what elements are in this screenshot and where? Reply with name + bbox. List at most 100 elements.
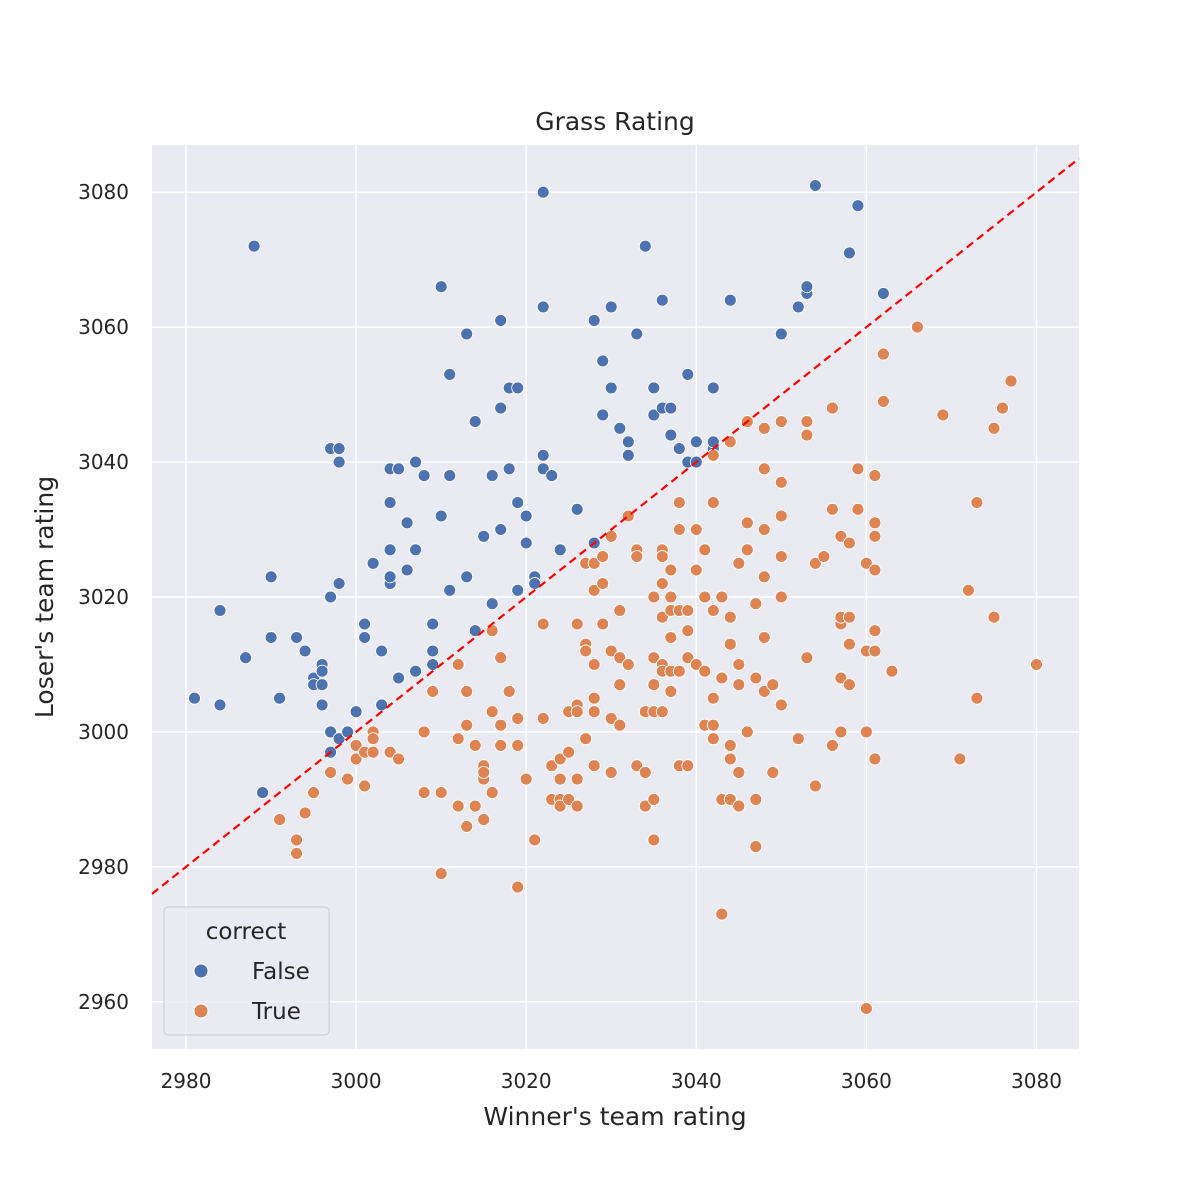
reference-line-y-equals-x [151, 157, 1080, 895]
point-true [324, 765, 338, 779]
point-false [791, 300, 805, 314]
point-false [290, 631, 304, 644]
reference-line [151, 157, 1080, 895]
point-true [885, 664, 899, 678]
point-true [996, 401, 1009, 415]
point-true [808, 779, 822, 793]
point-false [349, 705, 363, 719]
point-true [800, 428, 814, 442]
point-true [460, 718, 474, 732]
point-false [358, 617, 372, 631]
y-tick-label: 3080 [78, 180, 129, 204]
point-true [494, 738, 508, 752]
point-true [868, 529, 882, 543]
point-false [536, 448, 550, 462]
point-true [587, 705, 601, 719]
point-true [757, 523, 771, 536]
point-false [621, 435, 635, 449]
point-false [774, 327, 788, 341]
point-true [502, 684, 516, 698]
point-false [460, 570, 474, 584]
point-true [273, 813, 287, 827]
point-false [664, 401, 678, 415]
point-false [689, 435, 703, 449]
point-true [672, 664, 686, 678]
point-false [613, 421, 627, 435]
x-tick-label: 3040 [671, 1069, 722, 1093]
point-true [596, 617, 610, 631]
point-false [723, 293, 737, 307]
point-false [324, 725, 338, 739]
point-true [698, 590, 712, 604]
point-true [740, 516, 754, 530]
point-true [451, 799, 465, 813]
point-false [570, 502, 584, 516]
point-true [740, 725, 754, 739]
point-true [596, 550, 610, 563]
y-tick-labels: 2960 2980 3000 3020 3040 3060 3080 [78, 180, 129, 1014]
point-true [545, 759, 559, 773]
point-true [774, 698, 788, 712]
point-false [468, 415, 482, 429]
x-tick-label: 3060 [841, 1069, 892, 1093]
point-false [536, 185, 550, 199]
point-true [732, 658, 746, 671]
point-true [808, 556, 822, 570]
point-false [247, 239, 261, 253]
point-false [443, 469, 457, 483]
point-true [647, 651, 661, 665]
point-true [740, 543, 754, 557]
point-true [536, 711, 550, 725]
point-false [443, 583, 457, 597]
point-true [859, 725, 873, 739]
point-true [417, 725, 431, 739]
point-true [732, 678, 746, 692]
point-true [715, 590, 729, 604]
point-true [664, 684, 678, 698]
point-true [868, 469, 882, 483]
point-true [774, 415, 788, 429]
point-true [774, 590, 788, 604]
point-true [477, 813, 491, 827]
point-true [655, 705, 669, 719]
point-false [604, 300, 618, 314]
point-true [1030, 658, 1043, 671]
legend-marker-false [193, 963, 209, 979]
point-true [298, 806, 312, 820]
legend-box [163, 906, 330, 1036]
point-false [681, 367, 695, 381]
legend-label-true: True [251, 999, 301, 1025]
point-true [570, 772, 584, 786]
point-true [681, 651, 695, 665]
point-true [681, 604, 695, 617]
point-false [213, 698, 227, 712]
point-true [553, 772, 567, 786]
point-false [392, 671, 406, 685]
point-false [332, 455, 346, 469]
point-true [774, 550, 788, 563]
point-false [519, 509, 533, 523]
point-false [596, 354, 610, 368]
point-true [485, 786, 499, 800]
point-false [800, 280, 814, 294]
point-false [392, 462, 406, 476]
point-false [511, 381, 525, 395]
point-true [604, 765, 618, 779]
point-false [264, 631, 278, 644]
data-points [188, 179, 1043, 1015]
point-true [647, 792, 661, 806]
point-true [706, 604, 720, 617]
point-true [383, 745, 397, 759]
point-false [426, 644, 440, 658]
point-false [273, 691, 287, 705]
point-false [511, 583, 525, 597]
x-tick-label: 3080 [1011, 1069, 1062, 1093]
point-true [536, 617, 550, 631]
point-true [468, 799, 482, 813]
point-true [1004, 374, 1018, 388]
point-true [851, 462, 865, 476]
point-false [434, 280, 448, 294]
point-true [757, 684, 771, 698]
point-true [664, 590, 678, 604]
point-true [647, 590, 661, 604]
